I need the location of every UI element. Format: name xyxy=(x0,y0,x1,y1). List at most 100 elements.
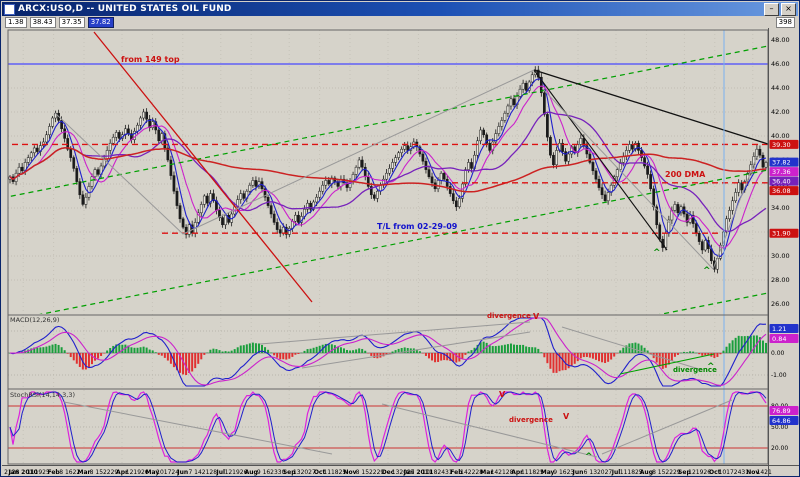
indicator-trendline xyxy=(301,331,531,369)
x-axis-label: Apr xyxy=(116,469,128,476)
axis-value-badge xyxy=(769,324,799,333)
price-axis-label: 44.00 xyxy=(771,84,790,92)
title-bar: ARCX:USO,D -- UNITED STATES OIL FUND – × xyxy=(2,2,798,16)
axis-value-badge-text: 64.86 xyxy=(772,417,791,425)
x-axis-label: 27 xyxy=(605,469,613,476)
x-axis-label: 26 xyxy=(141,469,149,476)
axis-value-badge-text: 31.90 xyxy=(772,230,791,238)
axis-value-badge-text: 39.30 xyxy=(772,141,791,149)
x-axis-label: 15 xyxy=(361,469,369,476)
x-axis-label: 6 xyxy=(584,469,588,476)
x-axis-label: 19 xyxy=(35,469,43,476)
minimize-button[interactable]: – xyxy=(764,2,779,16)
x-axis-label: 7 xyxy=(188,469,192,476)
indicator-trendline xyxy=(381,403,598,458)
value-box-low: 37.35 xyxy=(58,16,85,28)
x-axis-label: 8 xyxy=(59,469,63,476)
axis-value-badge xyxy=(769,406,799,415)
x-axis-label: 25 xyxy=(42,469,50,476)
indicator-trendline xyxy=(619,353,715,375)
stoch-k-line xyxy=(9,391,767,463)
x-axis-label: 27 xyxy=(407,469,415,476)
x-axis-label: 26 xyxy=(703,469,711,476)
macd-signal-line xyxy=(9,317,767,386)
x-axis-label: 29 xyxy=(111,469,119,476)
x-axis-label: Oct xyxy=(709,469,721,476)
x-axis-label: Jul xyxy=(611,469,621,476)
x-axis-label: 18 xyxy=(627,469,635,476)
bar-count-box: 398 xyxy=(775,16,795,28)
x-axis-label: 12 xyxy=(688,469,696,476)
axis-value-badge-text: 37.82 xyxy=(772,159,791,167)
x-axis-label: 25 xyxy=(339,469,347,476)
x-axis-label: 21 xyxy=(498,469,506,476)
price-axis-label: 34.00 xyxy=(771,204,790,212)
ma-line xyxy=(9,147,767,193)
x-axis-label: 11 xyxy=(27,469,35,476)
x-axis-label: Oct xyxy=(314,469,326,476)
x-axis-label: 30 xyxy=(278,469,286,476)
x-axis-label: 18 xyxy=(430,469,438,476)
axis-value-badge-text: 36.08 xyxy=(772,187,791,195)
price-axis-label: 46.00 xyxy=(771,60,790,68)
x-axis-label: 12 xyxy=(126,469,134,476)
chart-canvas[interactable]: 21 28 Jan 2010 11 19 25 Feb 8 16 22 Mar 8 15 22 29 Apr 1… xyxy=(2,28,799,476)
x-axis-label: Nov xyxy=(343,469,356,476)
x-axis-label: 28 xyxy=(12,469,20,476)
x-axis-label: 23 xyxy=(270,469,278,476)
x-axis-label: 24 xyxy=(734,469,742,476)
x-axis-label: Jun xyxy=(572,469,584,476)
axis-value-badge xyxy=(769,186,799,196)
close-button[interactable]: × xyxy=(781,2,796,16)
x-axis-label: 15 xyxy=(658,469,666,476)
x-axis-label: 22 xyxy=(103,469,111,476)
indicator-trendline xyxy=(601,399,733,455)
x-axis-label: 8 xyxy=(90,469,94,476)
axis-value-badge-text: 37.36 xyxy=(772,168,791,176)
x-axis-label: 24 xyxy=(171,469,179,476)
price-axis-label: 40.00 xyxy=(771,132,790,140)
x-axis-label: 18 xyxy=(331,469,339,476)
x-axis-label: Dec xyxy=(382,469,395,476)
x-axis-label: 19 xyxy=(232,469,240,476)
price-axis-label: 42.00 xyxy=(771,108,790,116)
x-axis-label: 22 xyxy=(665,469,673,476)
x-axis-label: 14 xyxy=(194,469,202,476)
axis-value-badge-text: 36.40 xyxy=(772,178,791,186)
x-axis-label: Feb xyxy=(47,469,60,476)
x-axis-label: 10 xyxy=(719,469,727,476)
axis-value-badge xyxy=(769,416,799,425)
x-axis-label: 13 xyxy=(589,469,597,476)
x-axis-label: May xyxy=(541,469,555,476)
x-axis-label: 22 xyxy=(369,469,377,476)
x-axis-label: 23 xyxy=(567,469,575,476)
axis-value-badge xyxy=(769,167,799,177)
x-axis-label: 19 xyxy=(133,469,141,476)
x-axis-label: 28 xyxy=(506,469,514,476)
x-axis-label: 28 xyxy=(475,469,483,476)
x-axis-label: 29 xyxy=(673,469,681,476)
x-axis-label: 9 xyxy=(257,469,261,476)
x-axis-label: 17 xyxy=(164,469,172,476)
x-axis-label: 8 xyxy=(356,469,360,476)
indicator-trendline xyxy=(561,326,703,371)
x-axis-label: Sep xyxy=(283,469,296,476)
toolbar: 1.38 38.43 37.35 37.82 398 xyxy=(2,16,798,28)
x-axis-label: Jun xyxy=(176,469,188,476)
stoch-d-line xyxy=(9,391,767,463)
x-axis-label: 10 xyxy=(156,469,164,476)
x-axis-label: 19 xyxy=(696,469,704,476)
x-axis-label: Aug xyxy=(640,469,653,476)
value-box-change: 1.38 xyxy=(5,16,27,28)
x-axis-label: 21 xyxy=(4,469,12,476)
x-axis-label: 29 xyxy=(377,469,385,476)
x-axis-label: 22 xyxy=(468,469,476,476)
x-axis-label: 24 xyxy=(437,469,445,476)
axis-value-badge-text: 0.84 xyxy=(772,335,786,343)
axis-value-badge xyxy=(769,228,799,238)
price-axis-label: 48.00 xyxy=(771,36,790,44)
x-axis-label: Apr xyxy=(511,469,523,476)
x-axis-label: 16 xyxy=(263,469,271,476)
x-axis-label: 8 xyxy=(652,469,656,476)
